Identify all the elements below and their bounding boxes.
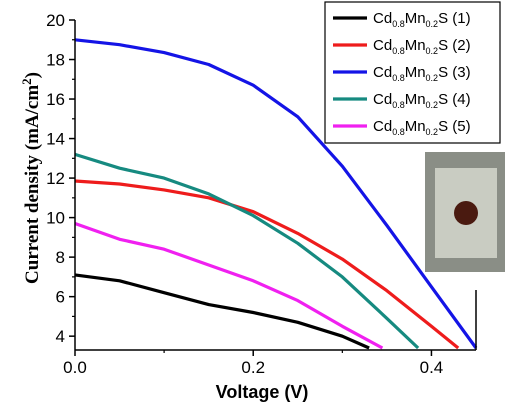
series-line-4: [74, 152, 420, 350]
legend-label-1: Cd0.8Mn0.2S (1): [373, 10, 471, 29]
y-axis-title-superscript: 2: [19, 78, 34, 85]
y-tick-label: 8: [56, 248, 65, 267]
x-tick-label: 0.2: [241, 358, 265, 377]
legend-label-5: Cd0.8Mn0.2S (5): [373, 118, 471, 137]
y-tick-label: 10: [46, 209, 65, 228]
y-axis-title: Current density (mA/cm2): [19, 72, 43, 284]
inset-photo: [425, 152, 505, 272]
y-tick-label: 12: [46, 169, 65, 188]
x-tick-label: 0.4: [420, 358, 444, 377]
y-tick-label: 18: [46, 51, 65, 70]
inset-photo-spot: [454, 201, 478, 225]
series-line-1: [74, 273, 370, 350]
y-tick-label: 4: [56, 327, 65, 346]
y-tick-label: 14: [46, 130, 65, 149]
legend-label-4: Cd0.8Mn0.2S (4): [373, 91, 471, 110]
legend-label-3: Cd0.8Mn0.2S (3): [373, 64, 471, 83]
x-tick-label: 0.0: [63, 358, 87, 377]
y-axis-title-text: Current density (mA/cm: [22, 85, 43, 284]
y-tick-label: 16: [46, 90, 65, 109]
series-line-3: [74, 38, 478, 349]
legend: Cd0.8Mn0.2S (1) Cd0.8Mn0.2S (2) Cd0.8Mn0.2…: [324, 1, 501, 144]
series-line-5: [74, 221, 384, 350]
y-axis-title-suffix: ): [22, 72, 43, 78]
plot-lines: [74, 38, 478, 350]
x-axis-title: Voltage (V): [216, 382, 309, 402]
axes: 4 6 8 10 12 14 16 18 20 0.0 0.2 0.4: [46, 11, 477, 377]
legend-label-2: Cd0.8Mn0.2S (2): [373, 37, 471, 56]
series-line-2: [74, 179, 460, 350]
y-tick-label: 6: [56, 288, 65, 307]
y-tick-label: 20: [46, 11, 65, 30]
